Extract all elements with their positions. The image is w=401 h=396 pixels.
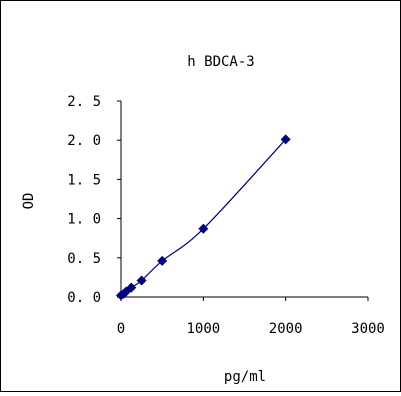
x-tick-label: 0 <box>117 321 125 337</box>
y-axis-ticks: 0. 0 0. 5 1. 0 1. 5 2. 0 2. 5 <box>67 94 121 306</box>
y-axis-title: OD <box>21 193 37 210</box>
axes <box>120 101 368 298</box>
y-tick-label: 0. 5 <box>67 251 101 267</box>
y-tick-label: 1. 5 <box>67 172 101 188</box>
series-markers <box>116 134 291 301</box>
x-axis-title: pg/ml <box>224 369 266 385</box>
x-tick-label: 3000 <box>351 321 385 337</box>
y-tick-label: 2. 5 <box>67 94 101 110</box>
y-tick-label: 0. 0 <box>67 290 101 306</box>
data-point <box>126 282 137 293</box>
x-axis-ticks: 0 1000 2000 3000 <box>117 297 385 337</box>
chart-svg: h BDCA-3 0. 0 0. 5 1. 0 1. 5 2. 0 2. 5 0 1000 2… <box>21 54 385 385</box>
data-point <box>280 134 291 145</box>
y-tick-label: 2. 0 <box>67 133 101 149</box>
chart-title: h BDCA-3 <box>187 54 254 70</box>
series-line <box>120 139 287 296</box>
data-point <box>136 275 147 286</box>
x-tick-label: 1000 <box>186 321 220 337</box>
data-point <box>198 223 209 234</box>
y-tick-label: 1. 0 <box>67 212 101 228</box>
x-tick-label: 2000 <box>269 321 303 337</box>
data-point <box>157 255 168 266</box>
